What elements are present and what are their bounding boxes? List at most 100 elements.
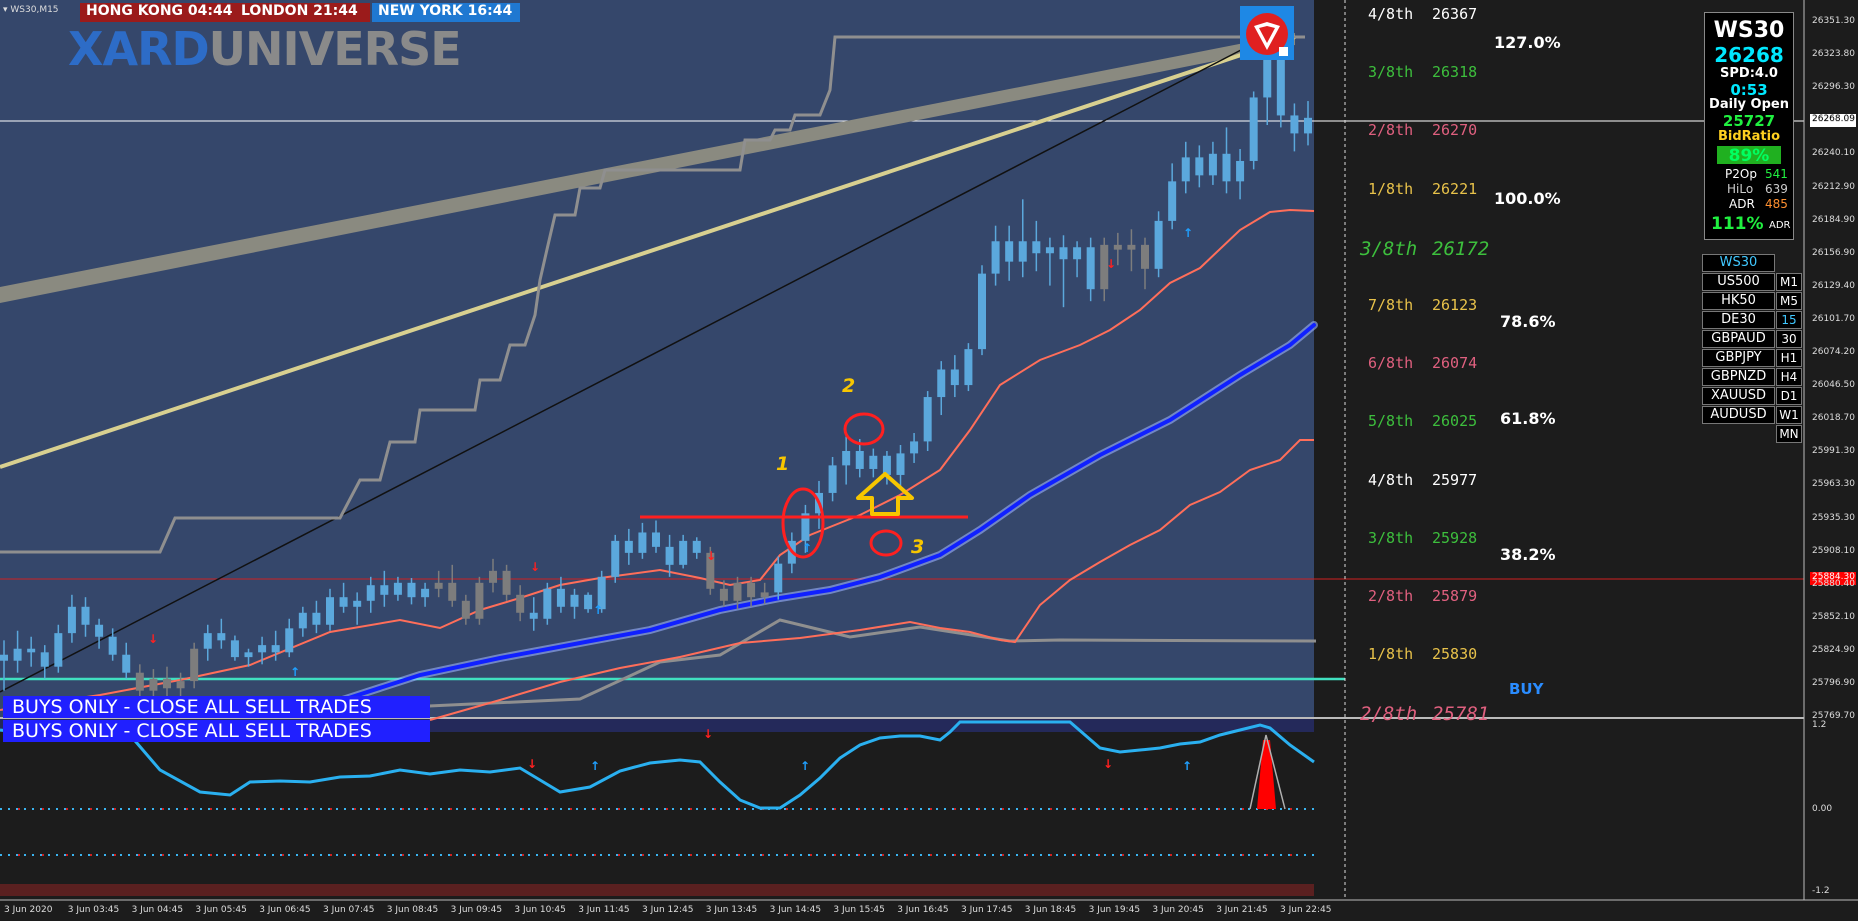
candle-body — [298, 612, 307, 629]
candle-body — [135, 672, 144, 691]
candle-body — [950, 369, 959, 386]
murrey-level-label: 6/8th — [1368, 354, 1414, 373]
oscillator-bottom-band — [0, 884, 1314, 896]
time-axis-label: 3 Jun 15:45 — [833, 905, 885, 915]
candle-body — [1263, 45, 1272, 98]
info-p2op: 541 — [1765, 167, 1788, 181]
current-price-tag: 26268.09 — [1812, 114, 1855, 124]
symbol-button-gbpaud[interactable]: GBPAUD — [1702, 330, 1775, 348]
candle-body — [624, 540, 633, 553]
price-axis-label: 25880.40 — [1812, 578, 1855, 589]
candle-body — [1045, 247, 1054, 254]
candle-body — [163, 678, 171, 689]
candle-body — [1154, 220, 1163, 269]
murrey-level-label: 7/8th — [1368, 296, 1414, 314]
sell-arrow-icon: ↓ — [1103, 757, 1113, 771]
murrey-level-label: 2/8th — [1368, 587, 1414, 605]
price-axis-label: 26156.90 — [1812, 247, 1855, 258]
symbol-button-ws30[interactable]: WS30 — [1702, 254, 1775, 272]
candle-body — [1113, 244, 1122, 250]
chart-menu-icon[interactable]: ▾ — [3, 5, 11, 15]
murrey-level-label: 5/8th — [1368, 412, 1414, 431]
time-axis-label: 3 Jun 03:45 — [67, 905, 120, 915]
annotation-label-2: 2 — [842, 375, 855, 397]
candle-body — [1086, 247, 1095, 290]
fib-level-78: 78.6% — [1500, 312, 1556, 331]
candle-body — [597, 576, 606, 610]
sell-arrow-icon: ↓ — [527, 757, 537, 771]
murrey-level-label: 3/8th — [1368, 63, 1414, 82]
candle-body — [611, 540, 620, 577]
candle-body — [108, 636, 117, 655]
price-axis-label: 25963.30 — [1812, 479, 1855, 490]
timeframe-button-30[interactable]: 30 — [1776, 330, 1802, 348]
buy-arrow-icon: ↑ — [290, 665, 300, 679]
signal-arrows: ↓ ↑ ↓ ↑ ↓ ↑ ↓ ↑ — [148, 226, 1193, 679]
buy-signal-label: BUY — [1509, 680, 1544, 698]
alert-banner-1: BUYS ONLY - CLOSE ALL SELL TRADES — [3, 696, 430, 718]
timeframe-button-w1[interactable]: W1 — [1776, 406, 1802, 424]
timeframe-button-mn[interactable]: MN — [1776, 425, 1802, 443]
candle-body — [1100, 244, 1109, 290]
oscillator-background — [0, 720, 1804, 900]
symbol-button-hk50[interactable]: HK50 — [1702, 292, 1775, 310]
red-level-tag: 25884.30 — [1812, 572, 1855, 582]
price-axis-label: 25852.10 — [1812, 611, 1855, 622]
fib-level-61: 61.8% — [1500, 409, 1556, 428]
wide-trend-band — [0, 33, 1295, 303]
info-hilo-label: HiLo — [1727, 182, 1754, 196]
price-axis-label: 26296.30 — [1812, 82, 1855, 93]
candle-body — [461, 600, 470, 619]
logo-icon — [1240, 6, 1294, 60]
brand-watermark: XARDUNIVERSE — [68, 22, 462, 76]
symbol-button-gbpjpy[interactable]: GBPJPY — [1702, 349, 1775, 367]
murrey-level-value: 26318 — [1432, 63, 1478, 82]
symbol-button-us500[interactable]: US500 — [1702, 273, 1775, 291]
time-axis-label: 3 Jun 16:45 — [897, 905, 949, 915]
timeframe-button-15[interactable]: 15 — [1776, 311, 1802, 329]
timeframe-button-m1[interactable]: M1 — [1776, 273, 1802, 291]
price-axis-label: 26351.30 — [1812, 16, 1855, 26]
timeframe-button-h1[interactable]: H1 — [1776, 349, 1802, 367]
candle-body — [652, 532, 660, 547]
channel-upper-line — [0, 35, 1305, 554]
info-price: 26268 — [1714, 43, 1784, 67]
candle-body — [896, 453, 905, 475]
price-axis-label: 25991.30 — [1812, 446, 1855, 457]
candle-body — [190, 648, 199, 682]
time-axis-label: 3 Jun 09:45 — [450, 905, 503, 915]
blue-moving-average — [328, 323, 1316, 706]
candle-body — [326, 597, 334, 625]
session-hong-kong: HONG KONG 04:44 — [80, 3, 242, 22]
candle-body — [1059, 247, 1068, 260]
yellow-trendline — [0, 35, 1296, 469]
timeframe-button-h4[interactable]: H4 — [1776, 368, 1802, 386]
time-axis-label: 3 Jun 20:45 — [1152, 905, 1204, 915]
symbol-button-audusd[interactable]: AUDUSD — [1702, 406, 1775, 424]
session-new-york: NEW YORK 16:44 — [372, 3, 520, 22]
fib-level-127: 127.0% — [1494, 33, 1561, 52]
candle-body — [149, 678, 158, 691]
symbol-button-de30[interactable]: DE30 — [1702, 311, 1775, 329]
timeframe-button-m5[interactable]: M5 — [1776, 292, 1802, 310]
candle-body — [529, 612, 538, 619]
candle-body — [882, 455, 891, 475]
candle-body — [67, 606, 76, 634]
candle-body — [747, 582, 756, 598]
candle-body — [543, 588, 552, 619]
candle-body — [393, 582, 402, 595]
candle-body — [203, 633, 212, 649]
info-p2op-label: P2Op — [1725, 167, 1757, 181]
time-axis-label: 3 Jun 13:45 — [705, 905, 758, 915]
timeframe-button-d1[interactable]: D1 — [1776, 387, 1802, 405]
murrey-level-label: 3/8th — [1360, 237, 1418, 260]
candle-body — [1304, 117, 1312, 134]
candle-body — [556, 588, 565, 607]
sell-arrow-icon: ↓ — [148, 632, 158, 646]
info-bidratio-label: BidRatio — [1717, 129, 1781, 144]
fib-level-38: 38.2% — [1500, 545, 1556, 564]
symbol-button-gbpnzd[interactable]: GBPNZD — [1702, 368, 1775, 386]
symbol-button-xauusd[interactable]: XAUUSD — [1702, 387, 1775, 405]
osc-axis-zero: 0.00 — [1812, 804, 1833, 814]
